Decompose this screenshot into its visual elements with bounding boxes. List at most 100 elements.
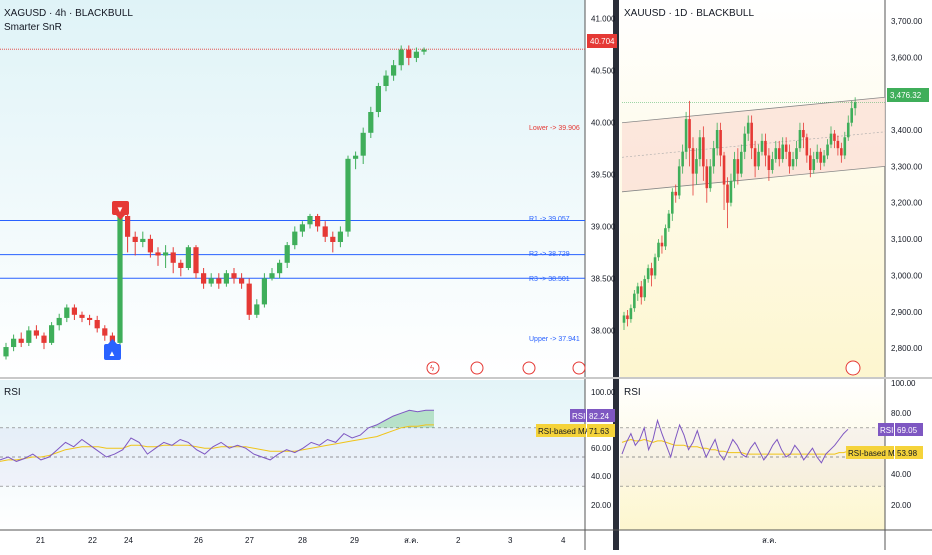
right-price-tick: 2,900.00 [891,308,923,317]
right-rsi-tag [878,423,894,436]
right-candle [836,140,840,149]
right-candle [674,191,678,196]
right-candle [715,130,719,149]
right-price-pane[interactable] [620,0,885,378]
left-price-tick: 38.500 [591,274,616,283]
left-candle [178,262,184,268]
sr-label-lower: Lower -> 39.906 [529,125,580,132]
us-flag-event-icon[interactable] [470,361,484,375]
right-rsi-tick: 20.00 [891,501,912,510]
left-rsi-title[interactable]: RSI [4,387,21,398]
left-candle [223,273,229,284]
right-candle [657,242,660,258]
buy-signal-icon: ▲ [108,349,116,358]
right-candle [695,159,698,174]
right-candle [767,155,771,170]
left-candle [87,317,93,320]
right-rsi-title[interactable]: RSI [624,387,641,398]
left-rsi-pane[interactable] [0,380,585,530]
left-candle [299,224,305,232]
left-candle [368,112,374,133]
left-candle [254,304,260,315]
right-channel-top [621,96,886,124]
left-time-tick: 22 [88,536,97,545]
right-candle [771,159,774,170]
left-candle [132,236,138,242]
left-time-tick: ส.ค. [404,536,419,545]
left-candle [261,278,267,305]
left-candle [64,307,70,318]
left-candle [391,65,397,76]
right-price-tick: 3,700.00 [891,17,923,26]
right-candle [764,140,767,156]
us-flag-event-icon[interactable] [845,360,861,376]
right-candle [815,151,819,160]
right-candle [822,155,826,163]
left-rsi-tick: 40.00 [591,472,612,481]
right-candle [777,148,781,160]
right-candle [633,293,636,309]
left-rsi-line [0,409,434,462]
lightning-event-icon[interactable] [426,361,440,375]
left-candle [185,247,191,268]
right-candle [664,228,667,247]
right-rsi-ma-line [621,438,849,455]
right-candle [853,102,857,109]
left-time-tick: 24 [124,536,133,545]
left-price-pane[interactable] [0,0,585,378]
right-candle [705,166,709,189]
left-candle [406,49,412,58]
right-rsi-pane[interactable] [620,380,885,530]
left-rsi-overbought-fill [368,410,434,428]
us-flag-event-icon[interactable] [522,361,536,375]
right-candle [826,144,829,156]
sr-label-r2: R2 -> 38.729 [529,251,570,258]
left-rsi-band [0,427,585,487]
right-candle [677,166,681,196]
left-candle [375,86,381,112]
left-candle [216,278,222,284]
right-candle [646,268,650,280]
left-chart-title[interactable]: XAGUSD · 4h · BLACKBULL [4,8,133,19]
right-candle [639,286,643,298]
buy-signal-marker[interactable] [104,344,121,360]
left-candle [41,335,47,343]
left-rsi-tag [570,409,586,422]
right-candle [729,180,733,203]
left-rsi-ma-line [0,424,434,462]
panel-splitter[interactable] [613,0,619,550]
left-indicator-name[interactable]: Smarter SnR [4,22,62,33]
right-candle [733,159,736,181]
right-candle [698,137,702,160]
left-price-tick: 40.000 [591,118,616,127]
left-candle [345,158,351,232]
right-candle [712,148,715,167]
left-candle [353,155,359,159]
right-candle [791,159,795,167]
right-candle [643,279,646,298]
right-candle [688,119,691,149]
right-channel-mid [621,131,886,158]
left-candle [277,262,283,274]
left-candle [246,283,252,315]
left-candle [269,273,275,279]
us-flag-event-icon[interactable] [572,361,586,375]
right-candle [636,286,640,294]
left-candle [383,75,389,86]
right-price-tick: 3,300.00 [891,162,923,171]
right-candle [667,213,671,229]
right-candle [829,133,833,145]
left-candle [94,320,100,329]
left-candle [117,216,123,343]
right-candle [722,155,726,185]
right-chart-title[interactable]: XAUUSD · 1D · BLACKBULL [624,8,754,19]
right-candle [746,122,750,134]
right-ma-value: 53.98 [897,449,918,458]
left-candle [49,325,55,343]
left-candle [155,252,161,256]
sell-signal-marker[interactable] [112,201,129,215]
sell-signal-pointer [116,215,125,220]
left-candle [231,273,237,279]
right-candle [840,148,843,156]
